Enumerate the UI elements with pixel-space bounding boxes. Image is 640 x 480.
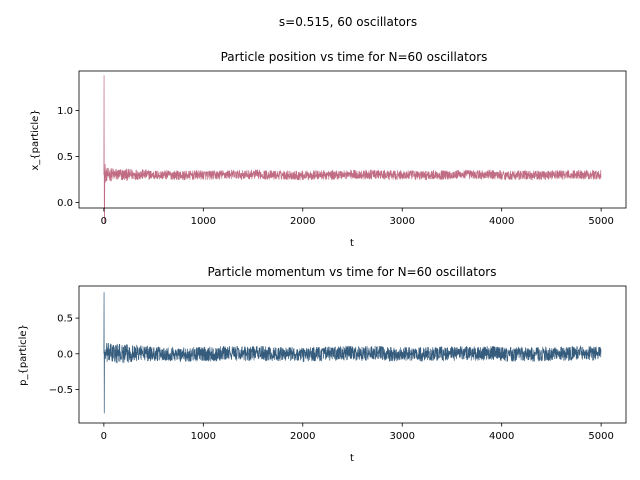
position-x-ticks: 0 1000 2000 3000 4000 5000 [101,208,614,227]
position-y-tick-label: 0.5 [57,152,73,163]
position-x-tick-label: 4000 [489,216,514,227]
figure-suptitle: s=0.515, 60 oscillators [279,15,417,29]
position-chart-title: Particle position vs time for N=60 oscil… [221,50,488,64]
position-axes-frame [78,70,627,209]
position-x-tick-label: 2000 [290,216,315,227]
position-plot-area [103,75,602,224]
position-y-tick-label: 1.0 [57,106,73,117]
momentum-x-tick-label: 5000 [588,431,613,442]
momentum-y-axis-label: p_{particle} [18,324,29,386]
momentum-y-tick-label: 0.5 [57,314,73,325]
momentum-y-tick-label: 0.0 [57,349,73,360]
momentum-x-tick-label: 3000 [390,431,415,442]
momentum-plot-area [103,292,602,414]
position-x-tick-label: 5000 [588,216,613,227]
position-y-tick-label: 0.0 [57,198,73,209]
position-x-axis-label: t [350,238,354,249]
momentum-x-tick-label: 2000 [290,431,315,442]
position-y-ticks: 0.0 0.5 1.0 [57,106,79,209]
momentum-chart-title: Particle momentum vs time for N=60 oscil… [208,265,497,279]
position-subplot: Particle position vs time for N=60 oscil… [30,50,627,249]
position-x-tick-label: 3000 [390,216,415,227]
momentum-x-tick-label: 0 [101,431,107,442]
momentum-subplot: Particle momentum vs time for N=60 oscil… [18,265,627,464]
momentum-series-line [103,292,602,414]
position-series-line [103,75,602,224]
position-x-tick-label: 1000 [191,216,216,227]
momentum-x-tick-label: 4000 [489,431,514,442]
position-x-tick-label: 0 [101,216,107,227]
momentum-axes-frame [78,285,627,424]
momentum-y-tick-label: −0.5 [49,385,73,396]
momentum-y-ticks: −0.5 0.0 0.5 [49,314,79,396]
momentum-x-ticks: 0 1000 2000 3000 4000 5000 [101,423,614,442]
position-y-axis-label: x_{particle} [30,109,41,170]
momentum-x-axis-label: t [350,453,354,464]
momentum-x-tick-label: 1000 [191,431,216,442]
